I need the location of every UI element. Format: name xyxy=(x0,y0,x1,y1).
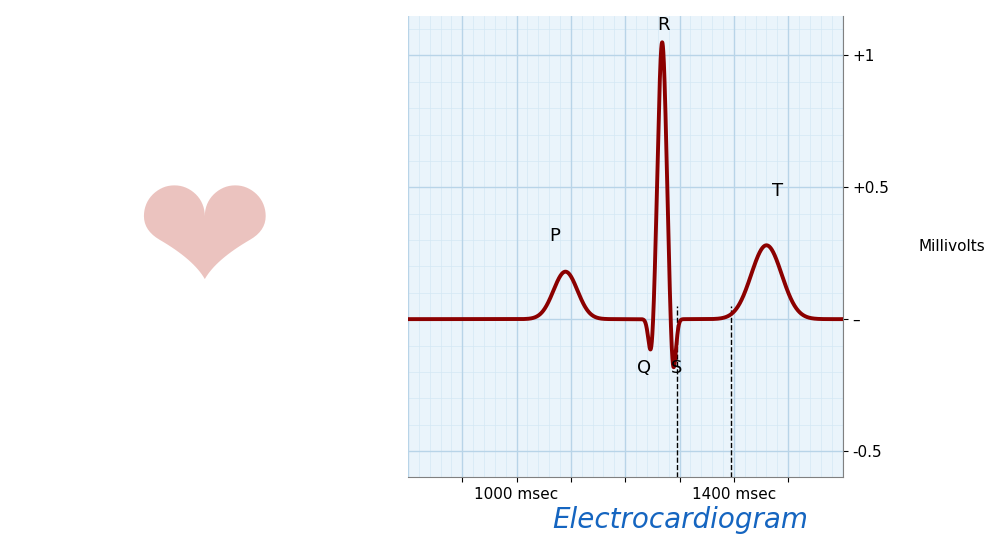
Text: S: S xyxy=(671,359,683,377)
Text: T: T xyxy=(772,182,783,201)
Text: R: R xyxy=(657,16,670,34)
Text: P: P xyxy=(549,227,560,245)
Text: ❤: ❤ xyxy=(134,165,274,328)
Text: Q: Q xyxy=(637,359,651,377)
Y-axis label: Millivolts: Millivolts xyxy=(918,239,985,254)
Text: Electrocardiogram: Electrocardiogram xyxy=(552,506,808,534)
